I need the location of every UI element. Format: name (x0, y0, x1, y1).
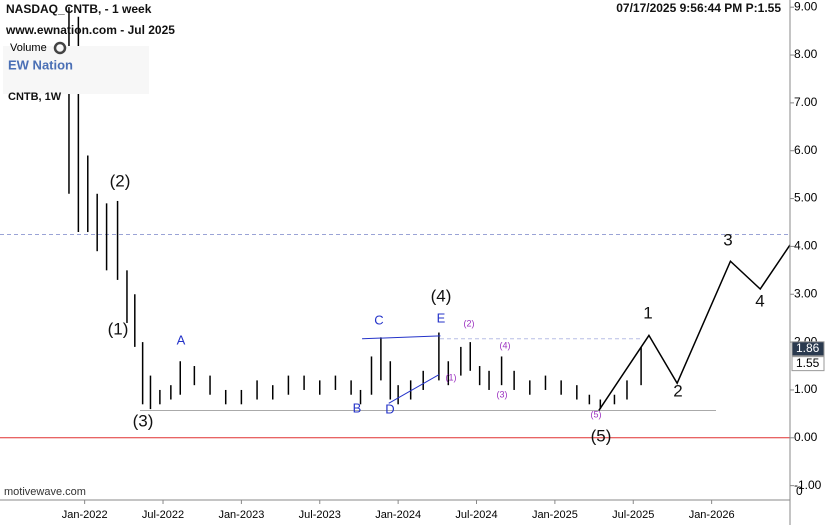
y-tick-label: 4.00 (794, 239, 818, 253)
wave-label: D (385, 401, 394, 416)
x-tick-label: Jan-2022 (62, 509, 108, 521)
x-tick-label: Jan-2026 (689, 509, 735, 521)
wave-label: (3) (497, 389, 508, 399)
logo: EW Nation (8, 57, 73, 72)
y-tick-label: 5.00 (794, 191, 818, 205)
wave-label: (5) (591, 426, 612, 445)
logo-box (3, 46, 149, 94)
y-tick-label: 6.00 (794, 143, 818, 157)
wave-label: (4) (500, 340, 511, 350)
wave-label: (2) (464, 318, 475, 328)
wave-label: E (437, 310, 446, 325)
x-tick-label: Jan-2023 (218, 509, 264, 521)
x-tick-label: Jan-2024 (375, 509, 421, 521)
settings-icon[interactable] (53, 41, 67, 55)
chart-title: NASDAQ_CNTB, - 1 week (6, 2, 152, 16)
wave-label: 2 (673, 381, 682, 400)
y-tick-label: 0.00 (794, 430, 818, 444)
x-tick-label: Jul-2025 (612, 509, 654, 521)
wave-label: (2) (110, 171, 131, 190)
price-marker (791, 341, 825, 357)
plot-area (0, 7, 791, 439)
timestamp: 07/17/2025 9:56:44 PM P:1.55 (616, 1, 781, 15)
price-marker-label: 1.86 (796, 341, 820, 355)
wave-label: (1) (108, 319, 129, 338)
wave-label: A (177, 332, 186, 347)
x-tick-label: Jul-2023 (299, 509, 341, 521)
subtitle: www.ewnation.com - Jul 2025 (5, 23, 175, 37)
watermark: motivewave.com (4, 486, 86, 498)
y-tick-label: 8.00 (794, 47, 818, 61)
y-tick-label: 1.00 (794, 382, 818, 396)
wave-label: (3) (133, 411, 154, 430)
y-tick-label: 9.00 (794, 0, 818, 13)
x-tick-label: Jan-2025 (532, 509, 578, 521)
x-tick-label: Jul-2022 (142, 509, 184, 521)
wave-label: 4 (755, 291, 764, 310)
x-tick-label: Jul-2024 (455, 509, 497, 521)
wave-label: B (353, 400, 362, 415)
y-tick-label: 7.00 (794, 95, 818, 109)
trendline (388, 374, 440, 404)
wave-label: C (374, 312, 383, 327)
projection-line (598, 244, 791, 411)
y-tick-label: -1.00 (794, 478, 822, 492)
price-marker-label: 1.55 (796, 356, 820, 370)
volume-label: Volume (10, 42, 47, 54)
wave-label: 1 (643, 303, 652, 322)
wave-label: (4) (431, 286, 452, 305)
price-marker (791, 356, 825, 372)
wave-label: 3 (723, 230, 732, 249)
trendline (362, 335, 441, 340)
symbol-label: CNTB, 1W (8, 91, 62, 103)
y-axis-edge-label: 0 (796, 484, 803, 498)
wave-label: (1) (446, 372, 457, 382)
wave-label: (5) (591, 409, 602, 419)
y-tick-label: 3.00 (794, 286, 818, 300)
